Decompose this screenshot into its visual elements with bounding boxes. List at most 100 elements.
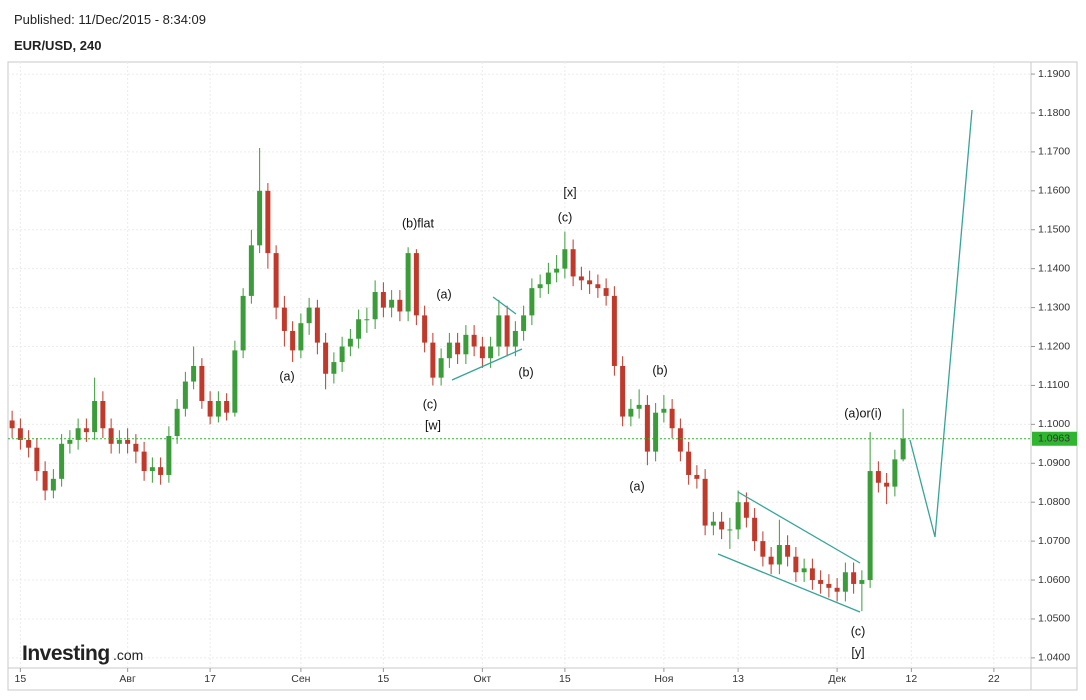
candle-body bbox=[380, 292, 386, 308]
logo: Investing .com bbox=[22, 642, 143, 665]
candle-body bbox=[149, 467, 155, 472]
candle-body bbox=[801, 568, 807, 573]
candle-body bbox=[207, 401, 213, 417]
candle-body bbox=[331, 362, 337, 374]
candle-body bbox=[59, 443, 65, 479]
wave-label: [w] bbox=[425, 418, 441, 432]
candle-body bbox=[636, 404, 642, 409]
candle-body bbox=[290, 330, 296, 351]
candle-body bbox=[686, 451, 692, 475]
candle-body bbox=[397, 299, 403, 312]
candle-body bbox=[504, 315, 510, 347]
candle-body bbox=[34, 447, 40, 472]
wave-label: (c) bbox=[423, 397, 438, 411]
candle-body bbox=[133, 443, 139, 452]
candle-body bbox=[248, 245, 254, 296]
wave-label: (a) bbox=[279, 369, 294, 383]
x-tick-label: 12 bbox=[906, 673, 918, 685]
frame bbox=[7, 61, 1078, 691]
x-tick-label: Ноя bbox=[654, 673, 673, 685]
candle-body bbox=[372, 292, 378, 320]
candle-body bbox=[446, 342, 452, 359]
candle-body bbox=[587, 280, 593, 285]
wave-label: (a)or(i) bbox=[844, 406, 882, 420]
candle-body bbox=[158, 467, 164, 475]
symbol: EUR/USD, 240 bbox=[14, 38, 101, 53]
candle-body bbox=[75, 428, 81, 440]
candle-body bbox=[875, 471, 881, 483]
candle-body bbox=[603, 288, 609, 296]
wedge-upper bbox=[737, 491, 861, 564]
x-tick-label: 13 bbox=[732, 673, 744, 685]
candle-body bbox=[785, 545, 791, 557]
x-tick-label: 22 bbox=[988, 673, 1000, 685]
candle-body bbox=[669, 408, 675, 429]
candle-body bbox=[818, 580, 824, 584]
candle-body bbox=[760, 541, 766, 557]
candle-body bbox=[314, 307, 320, 343]
candle-body bbox=[100, 401, 106, 429]
candle-body bbox=[727, 529, 733, 531]
candle-body bbox=[834, 587, 840, 592]
y-tick-label: 1.0800 bbox=[1038, 496, 1070, 508]
candle-body bbox=[628, 408, 634, 417]
triangle-lower bbox=[451, 348, 523, 381]
candle-body bbox=[826, 583, 832, 588]
candle-body bbox=[900, 438, 906, 460]
candle-body bbox=[42, 471, 48, 491]
wave-label: [y] bbox=[851, 645, 864, 659]
candle-body bbox=[413, 253, 419, 316]
annotations: 1.0400 1.0500 1.0600 1.0700 1.0800 1.0900 1.10… bbox=[15, 68, 1077, 685]
grid bbox=[8, 62, 1035, 672]
candle-body bbox=[281, 307, 287, 331]
candle-body bbox=[488, 346, 494, 359]
x-tick-label: Окт bbox=[474, 673, 492, 685]
candle-body bbox=[125, 439, 131, 444]
y-tick-label: 1.1700 bbox=[1038, 146, 1070, 158]
y-tick-label: 1.0400 bbox=[1038, 652, 1070, 664]
candle-body bbox=[265, 190, 271, 254]
wave-label: [x] bbox=[563, 185, 576, 199]
wave-label: (b)flat bbox=[402, 216, 434, 230]
candles bbox=[8, 148, 1031, 612]
logo-brand: Investing bbox=[22, 642, 110, 665]
candle-body bbox=[347, 338, 353, 347]
candle-body bbox=[743, 502, 749, 518]
candle-body bbox=[521, 315, 527, 331]
candle-body bbox=[199, 365, 205, 402]
y-tick-label: 1.1900 bbox=[1038, 68, 1070, 80]
candle-body bbox=[323, 342, 329, 374]
candle-body bbox=[842, 572, 848, 592]
x-tick-label: Сен bbox=[291, 673, 310, 685]
y-tick-label: 1.0600 bbox=[1038, 574, 1070, 586]
y-tick-label: 1.1000 bbox=[1038, 418, 1070, 430]
candle-body bbox=[578, 276, 584, 281]
candle-body bbox=[554, 268, 560, 273]
candle-body bbox=[537, 284, 543, 289]
candle-body bbox=[240, 295, 246, 351]
candle-body bbox=[859, 580, 865, 584]
y-tick-label: 1.0700 bbox=[1038, 535, 1070, 547]
candle-body bbox=[422, 315, 428, 343]
candle-body bbox=[851, 572, 857, 584]
wedge-lower bbox=[717, 553, 861, 613]
wave-lines bbox=[451, 109, 973, 613]
candle-body bbox=[867, 471, 873, 581]
candle-body bbox=[92, 401, 98, 433]
wave-label: (a) bbox=[629, 479, 644, 493]
candle-body bbox=[752, 517, 758, 542]
last-price-label: 1.0963 bbox=[1038, 433, 1070, 445]
candle-body bbox=[166, 436, 172, 475]
candle-body bbox=[479, 346, 485, 359]
wave-label: (a) bbox=[436, 287, 451, 301]
wave-label: (b) bbox=[652, 363, 667, 377]
candle-body bbox=[611, 295, 617, 366]
candle-body bbox=[512, 330, 518, 347]
candle-body bbox=[595, 284, 601, 289]
candle-body bbox=[892, 459, 898, 487]
y-tick-label: 1.0900 bbox=[1038, 457, 1070, 469]
candle-body bbox=[471, 334, 477, 347]
candle-body bbox=[26, 439, 32, 448]
candle-body bbox=[108, 428, 114, 444]
logo-suffix: .com bbox=[113, 647, 143, 663]
